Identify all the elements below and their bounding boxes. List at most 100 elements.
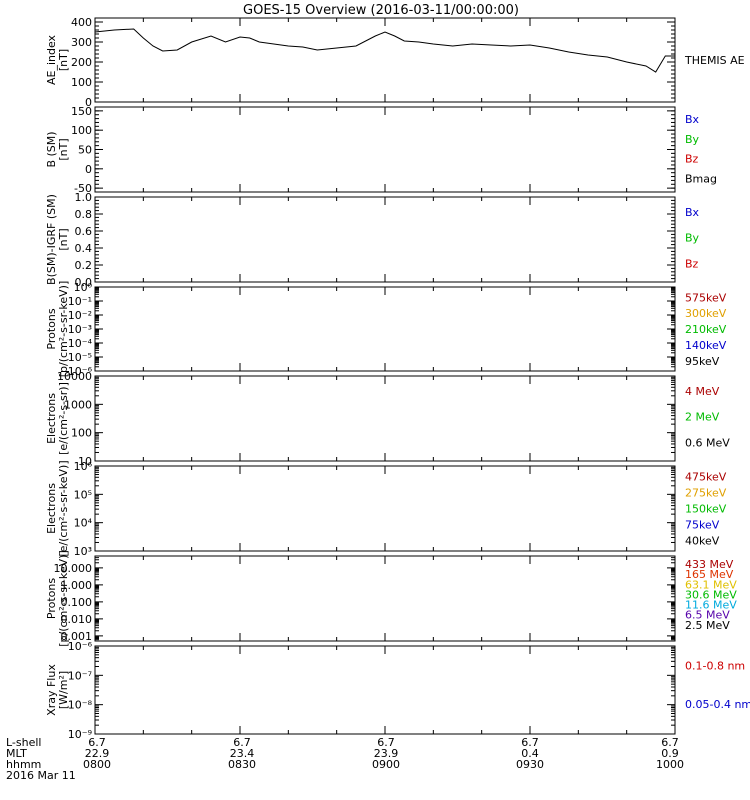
y-tick-label: 1000: [64, 398, 92, 411]
y-tick-label: 10: [78, 455, 92, 468]
panel-2: -50 0 50 100 150 B (SM) [nT] Bx By Bz Bmag: [45, 105, 717, 195]
time-axis-row-label: MLT: [6, 747, 27, 760]
legend-label: 140keV: [685, 339, 727, 352]
legend-label: 433 MeV: [685, 558, 734, 571]
legend-label: 4 MeV: [685, 385, 720, 398]
panel-frame: [94, 465, 676, 552]
legend-label: 75keV: [685, 519, 720, 532]
legend-label: 2 MeV: [685, 411, 720, 424]
y-tick-label: 400: [71, 16, 92, 29]
y-tick-label: 150: [71, 105, 92, 118]
legend-label: 40keV: [685, 535, 720, 548]
y-axis-label: Electrons: [45, 483, 58, 534]
y-tick-label: 10⁴: [74, 517, 93, 530]
legend-label: 475keV: [685, 471, 727, 484]
legend-label: 165 MeV: [685, 568, 734, 581]
y-axis-label: Electrons: [45, 393, 58, 444]
y-tick-label: 100: [71, 124, 92, 137]
legend-label: 2.5 MeV: [685, 619, 730, 632]
time-axis-value: 6.7: [233, 736, 251, 749]
y-axis-unit: [e/(cm²-s-sr-keV)]: [57, 460, 70, 556]
panel-frame: [94, 196, 676, 283]
y-tick-label: 0.2: [75, 259, 93, 272]
time-axis-value: 23.4: [230, 747, 255, 760]
panel-8: 10⁻⁹ 10⁻⁸ 10⁻⁷ 10⁻⁶ Xray Flux [W/m²] 0.1-0.8 n…: [45, 640, 750, 741]
legend-label: 275keV: [685, 487, 727, 500]
legend-label: 0.05-0.4 nm: [685, 698, 750, 711]
time-axis-value: 0800: [83, 758, 111, 771]
y-tick-label: 10⁻¹: [68, 295, 92, 308]
y-tick-label: 10⁻²: [68, 309, 92, 322]
time-axis-row-label: hhmm: [6, 758, 41, 771]
time-axis-value: 0930: [516, 758, 544, 771]
y-tick-label: 300: [71, 36, 92, 49]
y-tick-label: 10⁻⁹: [68, 728, 92, 741]
time-axis-value: 0.9: [661, 747, 679, 760]
time-axis-value: 6.7: [377, 736, 395, 749]
panel-frame: [94, 286, 676, 372]
legend-label: 0.6 MeV: [685, 436, 730, 449]
legend-label: 210keV: [685, 323, 727, 336]
series-line-themis-ae: [94, 28, 675, 73]
y-axis-label: Protons: [45, 308, 58, 349]
time-axis-value: 1000: [656, 758, 684, 771]
legend-label: Bx: [685, 206, 700, 219]
legend-label: 150keV: [685, 503, 727, 516]
time-axis-value: 0900: [372, 758, 400, 771]
y-axis-unit: [nT]: [57, 49, 70, 71]
y-tick-label: 1.0: [75, 191, 93, 204]
panel-frame: [94, 106, 676, 193]
time-axis-value: 6.7: [661, 736, 679, 749]
y-tick-label: 0.100: [61, 596, 93, 609]
time-axis-value: 0.4: [521, 747, 539, 760]
y-axis-unit: [nT]: [57, 138, 70, 160]
y-axis-unit: [p/(cm²-s-sr-keV)]: [57, 281, 70, 378]
y-tick-label: 10⁻⁷: [68, 669, 92, 682]
y-tick-label: 10⁵: [74, 488, 92, 501]
y-tick-label: 10.000: [54, 562, 93, 575]
y-tick-label: 100: [71, 427, 92, 440]
legend-label: Bz: [685, 153, 699, 166]
y-tick-label: -50: [74, 182, 92, 195]
time-axis-value: 6.7: [88, 736, 106, 749]
y-axis-unit: [nT]: [57, 228, 70, 250]
legend-label: By: [685, 133, 700, 146]
time-axis-labels: L-shell 6.7 6.7 6.7 6.7 6.7 MLT 22.9 23.4 23.9 0.4…: [6, 736, 684, 782]
y-tick-label: 50: [78, 144, 92, 157]
legend-label: 63.1 MeV: [685, 578, 737, 591]
y-tick-label: 10⁻³: [68, 323, 92, 336]
y-tick-label: 10⁶: [74, 460, 93, 473]
legend-label: 11.6 MeV: [685, 599, 737, 612]
panel-frame: [94, 375, 676, 462]
date-label: 2016 Mar 11: [6, 769, 76, 782]
legend-label: Bmag: [685, 173, 717, 186]
time-axis-value: 23.9: [374, 747, 399, 760]
legend-label: Bx: [685, 113, 700, 126]
panel-7: 0.001 0.010 0.100 1.000 10.000 Protons [p/(cm²…: [45, 550, 737, 647]
y-tick-label: 0: [85, 96, 92, 109]
y-tick-label: 1.000: [61, 579, 93, 592]
legend-label: Bz: [685, 257, 699, 270]
time-axis-value: 22.9: [85, 747, 110, 760]
panel-3: 0.0 0.2 0.4 0.6 0.8 1.0 B(SM)-IGRF (SM) [nT] Bx B…: [45, 191, 700, 289]
y-tick-label: 10³: [74, 545, 92, 558]
panel-5: 10 100 1000 10000 Electrons [e/(cm²-s-sr)] 4 M…: [45, 370, 730, 468]
legend-label: 95keV: [685, 355, 720, 368]
panel-6: 10³ 10⁴ 10⁵ 10⁶ Electrons [e/(cm²-s-sr-keV)] 4…: [45, 460, 727, 558]
panel-frame: [94, 555, 676, 642]
legend-label: 6.5 MeV: [685, 609, 730, 622]
panel-frame: [94, 17, 676, 103]
y-tick-label: 10⁻⁶: [68, 640, 93, 653]
y-tick-label: 0.4: [75, 242, 93, 255]
time-axis-row-label: L-shell: [6, 736, 42, 749]
legend-label: 0.1-0.8 nm: [685, 660, 745, 673]
y-tick-label: 10⁰: [74, 281, 93, 294]
legend-label: 300keV: [685, 307, 727, 320]
legend-label: THEMIS AE: [684, 54, 745, 67]
time-axis-value: 6.7: [521, 736, 539, 749]
y-tick-label: 10⁻⁵: [68, 351, 92, 364]
figure-title: GOES-15 Overview (2016-03-11/00:00:00): [243, 3, 519, 18]
